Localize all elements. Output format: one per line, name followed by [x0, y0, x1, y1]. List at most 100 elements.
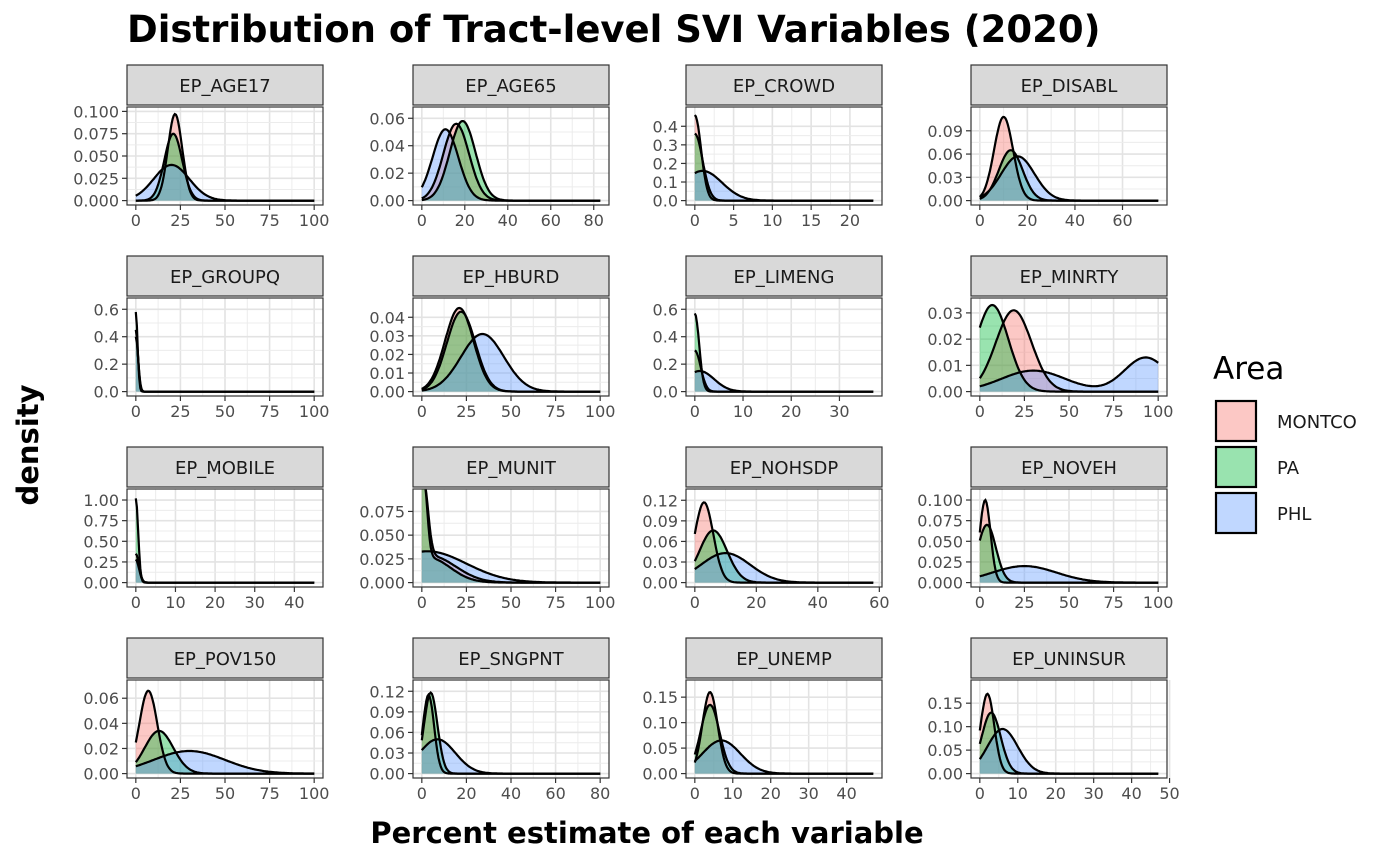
y-tick-label: 0.6	[94, 300, 119, 319]
y-tick-label: 0.03	[927, 168, 963, 187]
y-tick-label: 0.01	[927, 356, 963, 375]
facet-strip-label: EP_SNGPNT	[458, 649, 564, 670]
facet-strip-label: EP_MUNIT	[466, 458, 557, 479]
y-tick-label: 0.0	[653, 383, 678, 402]
density-line-phl	[978, 727, 1159, 775]
facet-strip	[685, 64, 883, 106]
x-tick-label: 10	[723, 784, 743, 803]
facet-panel	[127, 489, 323, 587]
x-tick-label: 25	[170, 784, 190, 803]
y-tick-label: 0.025	[917, 553, 963, 572]
y-tick-label: 0.075	[917, 512, 963, 531]
y-tick-label: 0.12	[642, 491, 678, 510]
facet-strip-label: EP_MOBILE	[175, 458, 275, 479]
facet-strip-label: EP_UNINSUR	[1012, 649, 1126, 670]
facet-ep-age65: EP_AGE65 0 20 40 60 80 0.00 0.02 0.04 0.06	[369, 64, 610, 230]
facet-strip	[970, 64, 1168, 106]
y-tick-label: 0.00	[369, 765, 405, 784]
density-area-phl	[979, 156, 1159, 201]
y-tick-label: 0.00	[83, 574, 119, 593]
gridlines	[971, 107, 1167, 205]
x-tick-label: 50	[215, 784, 235, 803]
facet-strip	[685, 446, 883, 488]
facet-panel	[686, 489, 882, 587]
x-tick-label: 5	[729, 211, 739, 230]
legend-item-phl: PHL	[1214, 491, 1311, 535]
facet-strip-label: EP_UNEMP	[736, 649, 832, 670]
y-tick-label: 0.00	[369, 192, 405, 211]
x-tick-label: 20	[455, 211, 475, 230]
x-axis-title: Percent estimate of each variable	[370, 816, 923, 850]
y-tick-label: 0.06	[369, 723, 405, 742]
density-layers	[420, 120, 601, 202]
facet-strip	[126, 446, 324, 488]
y-tick-label: 0.2	[94, 355, 119, 374]
y-tick-label: 0.06	[642, 532, 678, 551]
facet-ep-minrty: EP_MINRTY 0 25 50 75 100 0.00 0.01 0.02 0.03	[927, 255, 1173, 421]
x-tick-label: 0	[417, 784, 427, 803]
y-tick-label: 0.04	[83, 714, 119, 733]
facet-strip	[126, 64, 324, 106]
gridlines	[413, 489, 609, 587]
y-tick-label: 0.06	[83, 689, 119, 708]
legend-item-pa: PA	[1214, 445, 1300, 489]
x-tick-label: 20	[1017, 211, 1037, 230]
density-line-phl	[694, 369, 874, 393]
x-tick-label: 50	[1059, 593, 1079, 612]
facet-strip	[412, 64, 610, 106]
density-layers	[978, 303, 1159, 393]
legend-label: PHL	[1277, 504, 1311, 525]
x-tick-label: 0	[131, 402, 141, 421]
x-tick-label: 50	[501, 593, 521, 612]
x-tick-label: 10	[1008, 784, 1028, 803]
x-tick-label: 60	[1112, 211, 1132, 230]
x-tick-label: 0	[975, 402, 985, 421]
facet-ep-age17: EP_AGE17 0 25 50 75 100 0.000 0.025 0.050 0.075 0.…	[73, 64, 330, 230]
density-line-phl	[135, 163, 315, 202]
x-tick-label: 40	[808, 593, 828, 612]
x-tick-label: 10	[733, 402, 753, 421]
x-tick-label: 50	[1059, 402, 1079, 421]
x-tick-label: 15	[801, 211, 821, 230]
x-tick-label: 75	[259, 784, 279, 803]
y-tick-label: 0.1	[653, 173, 678, 192]
y-tick-label: 0.06	[927, 145, 963, 164]
y-tick-label: 0.050	[917, 532, 963, 551]
density-line-phl	[979, 356, 1159, 388]
y-tick-label: 0.50	[83, 532, 119, 551]
x-tick-label: 40	[1121, 784, 1141, 803]
facet-strip-label: EP_NOVEH	[1021, 458, 1117, 479]
y-tick-label: 0.0	[94, 383, 119, 402]
density-layers	[978, 692, 1159, 775]
y-tick-label: 0.03	[369, 744, 405, 763]
y-tick-label: 0.00	[927, 383, 963, 402]
facet-ep-pov150: EP_POV150 0 25 50 75 100 0.00 0.02 0.04 0.06	[83, 637, 330, 803]
x-tick-label: 50	[215, 211, 235, 230]
density-line-phl	[979, 155, 1159, 202]
facet-panel-border	[685, 488, 883, 588]
x-tick-label: 60	[545, 784, 565, 803]
y-tick-label: 0.4	[94, 328, 119, 347]
density-area-montco	[979, 693, 1159, 774]
x-tick-label: 100	[299, 211, 330, 230]
x-tick-label: 100	[299, 402, 330, 421]
y-tick-label: 0.075	[73, 125, 119, 144]
y-tick-label: 0.4	[653, 328, 678, 347]
x-tick-label: 20	[746, 593, 766, 612]
density-layers	[420, 691, 601, 775]
x-tick-label: 25	[170, 211, 190, 230]
density-line-phl	[134, 336, 315, 393]
density-area-pa	[421, 489, 601, 583]
x-tick-label: 100	[299, 784, 330, 803]
y-tick-label: 0.6	[653, 300, 678, 319]
gridlines	[686, 107, 882, 205]
y-tick-label: 0.75	[83, 512, 119, 531]
x-tick-label: 40	[836, 784, 856, 803]
y-tick-label: 0.050	[359, 526, 405, 545]
density-area-pa	[135, 133, 315, 201]
facet-panel-border	[970, 679, 1168, 779]
y-tick-label: 0.025	[73, 169, 119, 188]
density-line-phl	[421, 550, 601, 584]
facet-ep-mobile: EP_MOBILE 0 10 20 30 40 0.00 0.25 0.500.75 1.00	[83, 446, 324, 612]
facet-strip-label: EP_LIMENG	[734, 267, 835, 288]
